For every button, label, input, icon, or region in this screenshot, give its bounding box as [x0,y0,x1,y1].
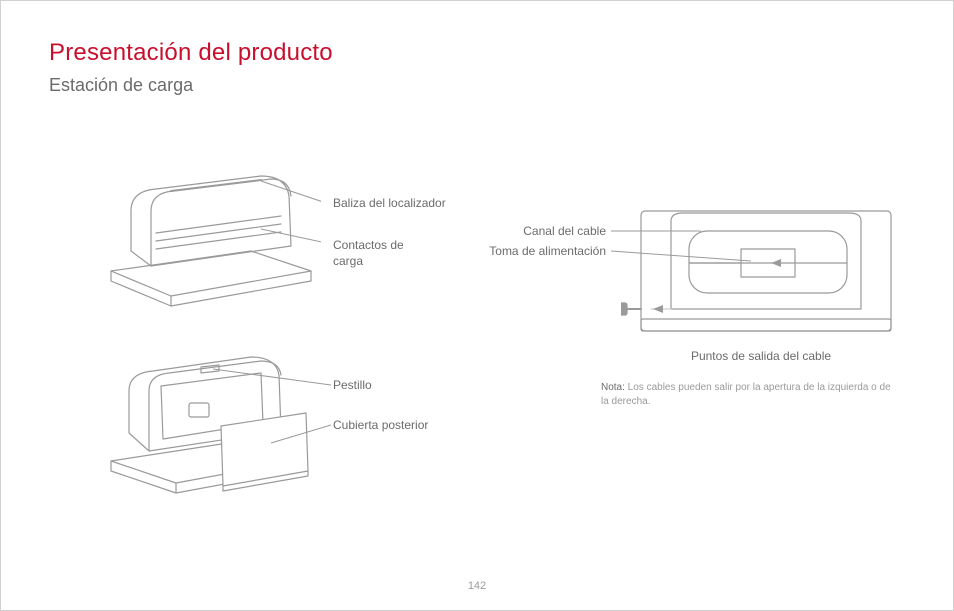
underside-caption: Puntos de salida del cable [631,349,891,363]
underside-leaders [601,211,781,291]
label-cable-channel: Canal del cable [481,223,606,239]
section-subtitle: Estación de carga [49,75,193,96]
label-latch: Pestillo [333,377,372,393]
label-beacon: Baliza del localizador [333,195,446,211]
manual-page: Presentación del producto Estación de ca… [0,0,954,611]
dock-back-diagram [101,331,331,511]
note-body: Los cables pueden salir por la apertura … [601,382,891,407]
page-number: 142 [1,580,953,592]
label-contacts: Contactos de carga [333,237,404,269]
cable-note: Nota: Los cables pueden salir por la ape… [601,381,901,409]
label-power-jack: Toma de alimentación [461,243,606,259]
page-title: Presentación del producto [49,39,333,67]
note-prefix: Nota: [601,382,625,393]
dock-front-diagram [101,151,321,311]
label-cover: Cubierta posterior [333,417,428,433]
